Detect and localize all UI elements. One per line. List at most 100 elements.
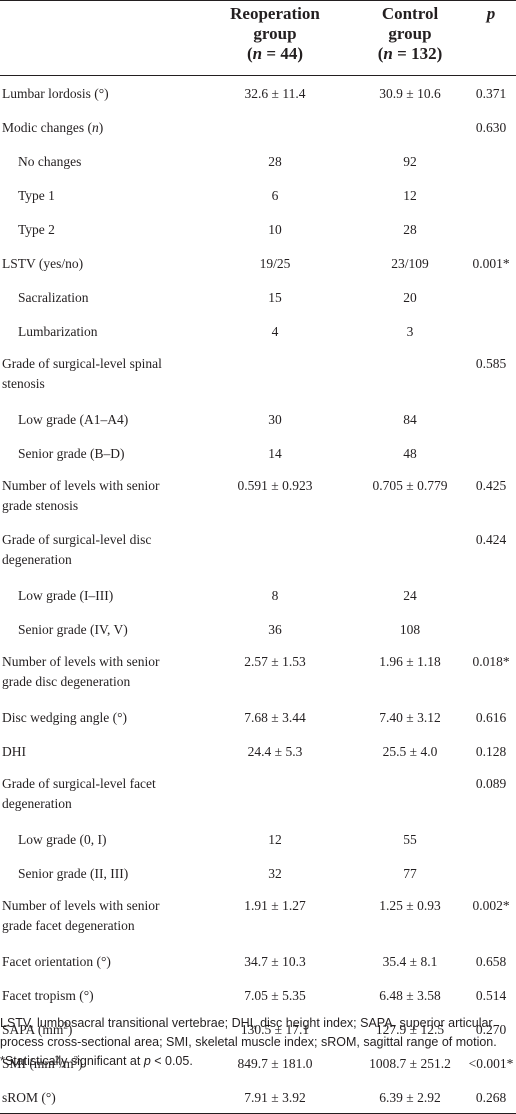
p-value: 0.425 — [475, 478, 507, 493]
table-row: Type 2 10 28 — [0, 212, 516, 246]
footnote-abbreviations: LSTV, lumbosacral transitional vertebrae… — [0, 1016, 497, 1049]
reoperation-value: 4 — [271, 324, 279, 339]
control-value: 1.96 ± 1.18 — [379, 654, 441, 669]
table-row: No changes 28 92 — [0, 144, 516, 178]
table-row: SMI (mm2/m2) 849.7 ± 181.0 1008.7 ± 251.2 <… — [0, 1046, 516, 1080]
table-row: Number of levels with senior grade steno… — [0, 470, 516, 524]
reoperation-value: 12 — [268, 832, 282, 847]
header-control-line2: group — [388, 24, 432, 43]
table-row: sROM (°) 7.91 ± 3.92 6.39 ± 2.92 0.268 — [0, 1080, 516, 1114]
table-row: Disc wedging angle (°) 7.68 ± 3.44 7.40 ± … — [0, 700, 516, 734]
control-value: 55 — [403, 832, 417, 847]
control-value: 7.40 ± 3.12 — [379, 710, 441, 725]
reoperation-value: 1.91 ± 1.27 — [244, 898, 306, 913]
header-p-value: p — [486, 4, 496, 23]
table-row: Facet orientation (°) 34.7 ± 10.3 35.4 ± 8… — [0, 944, 516, 978]
table-row: Modic changes (n) 0.630 — [0, 110, 516, 144]
table-row: Lumbarization 4 3 — [0, 314, 516, 348]
reoperation-value: 32.6 ± 11.4 — [244, 86, 306, 101]
reoperation-value: 0.591 ± 0.923 — [237, 478, 313, 493]
reoperation-value: 130.5 ± 17.1 — [240, 1022, 310, 1037]
row-label: Senior grade (IV, V) — [18, 622, 128, 637]
row-label: Low grade (I–III) — [18, 588, 114, 603]
control-value: 127.9 ± 12.5 — [375, 1022, 445, 1037]
row-label: SMI (mm2/m2) — [2, 1054, 83, 1071]
reoperation-value: 32 — [268, 866, 282, 881]
reoperation-value: 849.7 ± 181.0 — [237, 1056, 313, 1071]
header-reoperation-group: Reoperation group (n = 44) — [190, 4, 360, 64]
header-reoperation-line1: Reoperation — [230, 4, 320, 23]
row-label: Number of levels with senior grade facet… — [2, 898, 160, 933]
reoperation-value: 2.57 ± 1.53 — [244, 654, 306, 669]
header-reoperation-line2: group — [253, 24, 297, 43]
header-reoperation-line3: (n = 44) — [247, 44, 303, 63]
control-value: 25.5 ± 4.0 — [382, 744, 438, 759]
p-value: 0.658 — [475, 954, 507, 969]
footnote-significance: *Statistically significant at p < 0.05. — [0, 1054, 193, 1068]
table-row: Senior grade (B–D) 14 48 — [0, 436, 516, 470]
table-row: Grade of surgical-level facet degenerati… — [0, 768, 516, 822]
row-label: Lumbar lordosis (°) — [2, 86, 109, 101]
reoperation-value: 28 — [268, 154, 282, 169]
row-label: Senior grade (II, III) — [18, 866, 129, 881]
table-footnote: LSTV, lumbosacral transitional vertebrae… — [0, 1014, 516, 1071]
table-row: Type 1 6 12 — [0, 178, 516, 212]
header-control-line3: (n = 132) — [377, 44, 443, 63]
table-header: Reoperation group (n = 44) Control group… — [0, 0, 516, 76]
table-row: Facet tropism (°) 7.05 ± 5.35 6.48 ± 3.58 0… — [0, 978, 516, 1012]
row-label: Lumbarization — [18, 324, 98, 339]
table-row: Senior grade (II, III) 32 77 — [0, 856, 516, 890]
reoperation-value: 7.05 ± 5.35 — [244, 988, 306, 1003]
row-label: Number of levels with senior grade steno… — [2, 478, 160, 513]
control-value: 30.9 ± 10.6 — [379, 86, 441, 101]
reoperation-value: 19/25 — [259, 256, 291, 271]
reoperation-value: 8 — [271, 588, 279, 603]
table-row: DHI 24.4 ± 5.3 25.5 ± 4.0 0.128 — [0, 734, 516, 768]
reoperation-value: 7.68 ± 3.44 — [244, 710, 306, 725]
reoperation-value: 6 — [271, 188, 279, 203]
row-label: Grade of surgical-level facet degenerati… — [2, 776, 156, 811]
header-control-line1: Control — [381, 4, 439, 23]
table-row: Grade of surgical-level disc degeneratio… — [0, 524, 516, 578]
control-value: 84 — [403, 412, 417, 427]
row-label: Type 2 — [18, 222, 55, 237]
table-row: LSTV (yes/no) 19/25 23/109 0.001* — [0, 246, 516, 280]
row-label: Grade of surgical-level disc degeneratio… — [2, 532, 152, 567]
control-value: 28 — [403, 222, 417, 237]
p-value: <0.001* — [468, 1056, 514, 1071]
table-row: Low grade (I–III) 8 24 — [0, 578, 516, 612]
control-value: 6.39 ± 2.92 — [379, 1090, 441, 1105]
control-value: 6.48 ± 3.58 — [379, 988, 441, 1003]
table-row: Low grade (A1–A4) 30 84 — [0, 402, 516, 436]
row-label: Senior grade (B–D) — [18, 446, 125, 461]
table-row: Number of levels with senior grade disc … — [0, 646, 516, 700]
p-value: 0.371 — [475, 86, 507, 101]
table-row: Low grade (0, I) 12 55 — [0, 822, 516, 856]
reoperation-value: 14 — [268, 446, 282, 461]
reoperation-value: 30 — [268, 412, 282, 427]
row-label: Modic changes (n) — [2, 120, 104, 135]
p-value: 0.424 — [475, 532, 507, 547]
table-row: Lumbar lordosis (°) 32.6 ± 11.4 30.9 ± 10.… — [0, 76, 516, 110]
control-value: 12 — [403, 188, 417, 203]
p-value: 0.001* — [472, 256, 510, 271]
table-row: Number of levels with senior grade facet… — [0, 890, 516, 944]
control-value: 1.25 ± 0.93 — [379, 898, 441, 913]
row-label: Number of levels with senior grade disc … — [2, 654, 160, 689]
row-label: LSTV (yes/no) — [2, 256, 84, 271]
control-value: 3 — [406, 324, 414, 339]
p-value: 0.585 — [475, 356, 507, 371]
row-label: Type 1 — [18, 188, 55, 203]
control-value: 23/109 — [391, 256, 429, 271]
row-label: Facet tropism (°) — [2, 988, 94, 1003]
p-value: 0.268 — [475, 1090, 507, 1105]
reoperation-value: 34.7 ± 10.3 — [244, 954, 306, 969]
p-value: 0.630 — [475, 120, 507, 135]
row-label: Facet orientation (°) — [2, 954, 111, 969]
control-value: 108 — [399, 622, 421, 637]
row-label: SAPA (mm2) — [2, 1020, 73, 1037]
reoperation-value: 10 — [268, 222, 282, 237]
row-label: No changes — [18, 154, 82, 169]
p-value: 0.128 — [475, 744, 507, 759]
